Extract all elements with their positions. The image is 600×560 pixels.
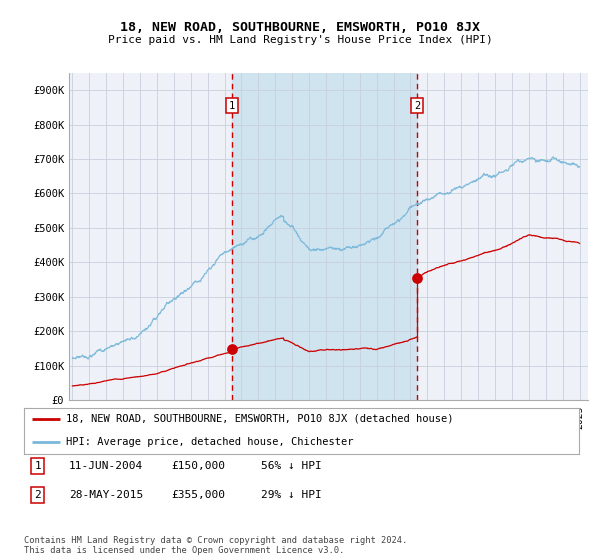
Text: £150,000: £150,000 bbox=[171, 461, 225, 471]
Text: 29% ↓ HPI: 29% ↓ HPI bbox=[261, 490, 322, 500]
Text: 18, NEW ROAD, SOUTHBOURNE, EMSWORTH, PO10 8JX: 18, NEW ROAD, SOUTHBOURNE, EMSWORTH, PO1… bbox=[120, 21, 480, 34]
Text: £355,000: £355,000 bbox=[171, 490, 225, 500]
Bar bbox=[232, 73, 418, 400]
Text: 2: 2 bbox=[34, 490, 41, 500]
Text: 11-JUN-2004: 11-JUN-2004 bbox=[69, 461, 143, 471]
Text: 1: 1 bbox=[34, 461, 41, 471]
Text: Contains HM Land Registry data © Crown copyright and database right 2024.: Contains HM Land Registry data © Crown c… bbox=[24, 536, 407, 545]
Text: 1: 1 bbox=[229, 101, 235, 110]
Text: HPI: Average price, detached house, Chichester: HPI: Average price, detached house, Chic… bbox=[65, 437, 353, 447]
Text: This data is licensed under the Open Government Licence v3.0.: This data is licensed under the Open Gov… bbox=[24, 547, 344, 556]
Text: 2: 2 bbox=[414, 101, 421, 110]
Point bbox=[413, 273, 422, 282]
Text: Price paid vs. HM Land Registry's House Price Index (HPI): Price paid vs. HM Land Registry's House … bbox=[107, 35, 493, 45]
Point bbox=[227, 344, 237, 353]
Text: 18, NEW ROAD, SOUTHBOURNE, EMSWORTH, PO10 8JX (detached house): 18, NEW ROAD, SOUTHBOURNE, EMSWORTH, PO1… bbox=[65, 414, 453, 424]
Text: 56% ↓ HPI: 56% ↓ HPI bbox=[261, 461, 322, 471]
Text: 28-MAY-2015: 28-MAY-2015 bbox=[69, 490, 143, 500]
